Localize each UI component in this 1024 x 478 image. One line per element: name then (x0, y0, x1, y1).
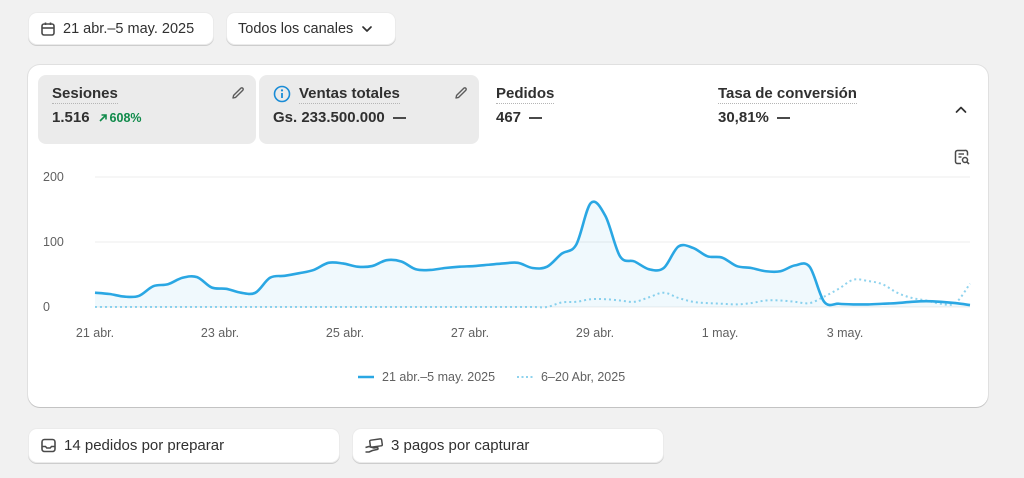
metric-value: Gs. 233.500.000 (273, 109, 385, 126)
no-change-dash (776, 116, 790, 119)
y-tick-label: 200 (43, 170, 64, 184)
channel-label: Todos los canales (238, 20, 354, 37)
calendar-icon (41, 22, 55, 36)
series-previous-line (94, 278, 971, 309)
legend-label-current: 21 abr.–5 may. 2025 (382, 370, 496, 384)
sessions-chart: 0 100 200 21 abr. 23 abr. 25 abr. 27 abr. 29 ab… (43, 170, 971, 340)
cash-hand-icon (365, 437, 384, 453)
chevron-down-icon (362, 25, 373, 32)
orders-to-prepare-label: 14 pedidos por preparar (64, 437, 225, 454)
chart-inspect-icon[interactable] (953, 148, 971, 166)
payments-to-capture-button[interactable]: 3 pagos por capturar (352, 428, 664, 463)
x-tick-label: 25 abr. (326, 326, 364, 340)
date-range-button[interactable]: 21 abr.–5 may. 2025 (28, 12, 214, 45)
x-tick-label: 21 abr. (76, 326, 114, 340)
analytics-card: Sesiones 1.516 608% Ventas totales Gs. 2… (28, 65, 988, 407)
metric-orders[interactable]: Pedidos 467 (482, 75, 692, 144)
series-current-line (94, 200, 971, 307)
metric-label: Sesiones (52, 85, 118, 104)
legend-swatch-dotted (517, 376, 534, 378)
metric-total-sales[interactable]: Ventas totales Gs. 233.500.000 (259, 75, 479, 144)
orders-to-prepare-button[interactable]: 14 pedidos por preparar (28, 428, 340, 463)
metric-value: 30,81% (718, 109, 769, 126)
x-tick-label: 1 may. (702, 326, 739, 340)
metric-label: Pedidos (496, 85, 555, 104)
series-current-area (95, 201, 970, 307)
date-range-label: 21 abr.–5 may. 2025 (63, 20, 195, 37)
legend-swatch-solid (358, 375, 374, 379)
legend-item-current[interactable]: 21 abr.–5 may. 2025 (358, 370, 495, 384)
chevron-up-icon[interactable] (953, 102, 969, 118)
metric-value: 467 (496, 109, 522, 126)
metric-sessions[interactable]: Sesiones 1.516 608% (38, 75, 256, 144)
x-tick-label: 27 abr. (451, 326, 489, 340)
payments-to-capture-label: 3 pagos por capturar (391, 437, 530, 454)
no-change-dash (392, 116, 406, 119)
change-value: 608% (109, 110, 142, 125)
inbox-icon (41, 438, 56, 453)
info-icon[interactable] (273, 85, 291, 103)
pencil-icon[interactable] (230, 85, 246, 101)
metric-label: Ventas totales (299, 85, 400, 104)
y-tick-label: 0 (43, 300, 50, 314)
chart-legend: 21 abr.–5 may. 2025 6–20 Abr, 2025 (358, 370, 625, 384)
x-tick-label: 29 abr. (576, 326, 614, 340)
metric-conversion-rate[interactable]: Tasa de conversión 30,81% (704, 75, 914, 144)
x-tick-label: 3 may. (827, 326, 864, 340)
no-change-dash (529, 116, 543, 119)
change-badge: 608% (98, 111, 142, 125)
metric-value: 1.516 (52, 109, 90, 126)
legend-item-previous[interactable]: 6–20 Abr, 2025 (517, 370, 625, 384)
channel-select[interactable]: Todos los canales (226, 12, 396, 45)
x-tick-label: 23 abr. (201, 326, 239, 340)
arrow-up-right-icon (98, 113, 107, 122)
metric-label: Tasa de conversión (718, 85, 857, 104)
y-tick-label: 100 (43, 235, 64, 249)
pencil-icon[interactable] (453, 85, 469, 101)
legend-label-previous: 6–20 Abr, 2025 (541, 370, 626, 384)
